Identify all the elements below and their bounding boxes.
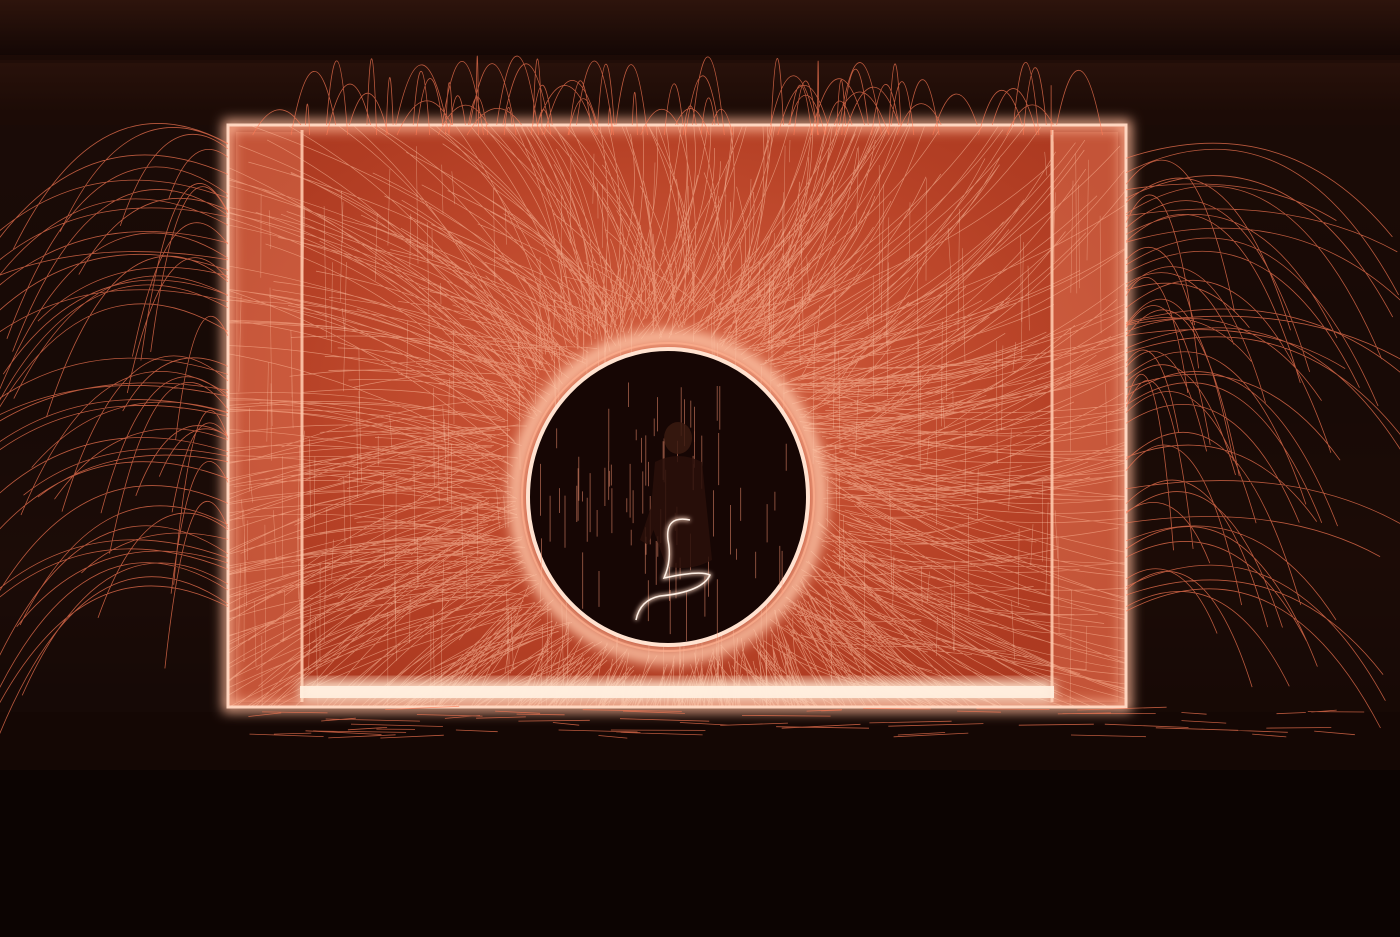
ceiling-beam	[0, 0, 1400, 60]
glowing-frame	[223, 120, 1131, 712]
left-pillar	[236, 132, 302, 702]
spark-showers	[0, 55, 1400, 739]
person-silhouette	[640, 422, 712, 568]
circular-portal	[508, 329, 828, 665]
right-pillar	[1052, 132, 1118, 702]
